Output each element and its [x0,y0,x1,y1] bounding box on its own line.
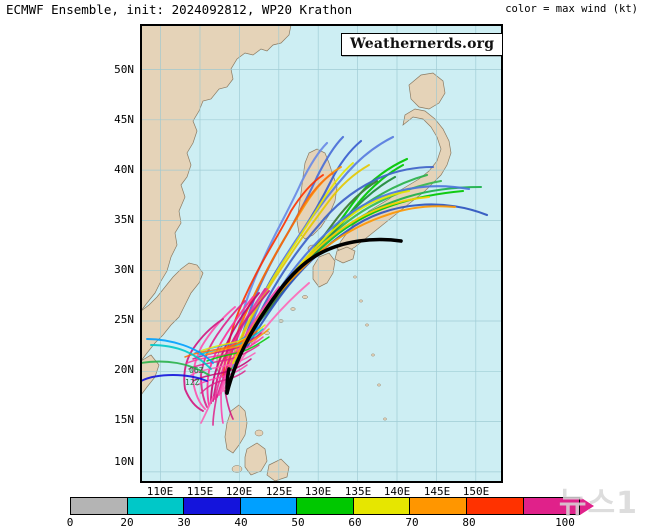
colorbar-gradient [70,497,580,515]
colorbar-tick-100: 100 [555,516,575,529]
xtick-110E: 110E [146,485,174,498]
xtick-150E: 150E [462,485,490,498]
ytick-35N: 35N [114,213,134,226]
colorbar-tick-20: 20 [120,516,134,529]
xtick-115E: 115E [186,485,214,498]
colorbar-cell-7 [466,498,524,514]
colorbar-tick-0: 0 [66,516,74,529]
colorbar-legend-note: color = max wind (kt) [505,3,638,15]
map-plot-area[interactable]: 06Z 12Z Weathernerds.org [140,24,503,483]
colorbar-cell-6 [410,498,467,514]
page-title: ECMWF Ensemble, init: 2024092812, WP20 K… [6,2,353,17]
ytick-25N: 25N [114,313,134,326]
ytick-20N: 20N [114,363,134,376]
news1-watermark: 뉴스1 [558,486,638,521]
colorbar-tick-40: 40 [234,516,248,529]
colorbar-tick-80: 80 [462,516,476,529]
colorbar-cell-1 [127,498,185,514]
ytick-40N: 40N [114,163,134,176]
colorbar-ticks: 0 20 30 40 50 60 70 80 100 [67,515,580,529]
xtick-120E: 120E [225,485,253,498]
colorbar-cell-4 [297,498,354,514]
xtick-140E: 140E [383,485,411,498]
colorbar-tick-30: 30 [177,516,191,529]
colorbar-cell-0 [71,498,128,514]
colorbar-over-arrow [580,497,594,515]
weathernerds-watermark: Weathernerds.org [341,33,502,56]
xtick-125E: 125E [265,485,293,498]
landmass-philippines [224,404,290,482]
xtick-135E: 135E [344,485,372,498]
xtick-145E: 145E [423,485,451,498]
track-time-label-06z: 06Z [189,366,204,375]
colorbar-tick-60: 60 [348,516,362,529]
ytick-45N: 45N [114,113,134,126]
title-bar: ECMWF Ensemble, init: 2024092812, WP20 K… [0,0,646,22]
colorbar-tick-50: 50 [291,516,305,529]
colorbar-cell-3 [240,498,298,514]
mean-track [225,237,403,395]
colorbar-tick-70: 70 [405,516,419,529]
colorbar-cell-8 [523,498,580,514]
xtick-130E: 130E [304,485,332,498]
track-time-label-12z: 12Z [185,378,200,387]
ytick-15N: 15N [114,413,134,426]
ytick-30N: 30N [114,263,134,276]
colorbar-cell-5 [353,498,411,514]
colorbar-cell-2 [184,498,241,514]
colorbar: 0 20 30 40 50 60 70 80 100 [56,497,594,529]
ytick-10N: 10N [114,455,134,468]
colorbar-under-arrow [56,497,70,515]
ytick-50N: 50N [114,63,134,76]
